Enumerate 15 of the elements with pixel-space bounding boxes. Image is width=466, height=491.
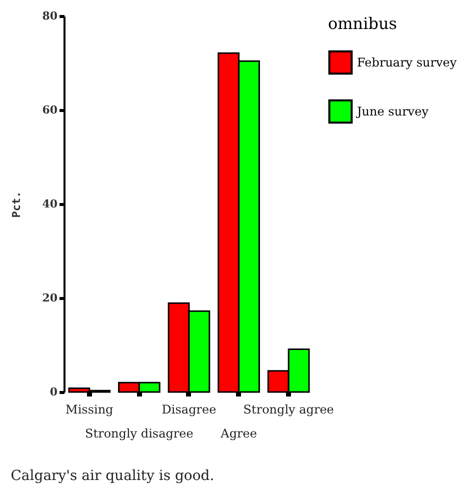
x-tick-label: Disagree bbox=[162, 402, 216, 416]
y-tick-label: 0 bbox=[50, 386, 58, 398]
legend-label: June survey bbox=[355, 104, 429, 118]
y-tick-label: 60 bbox=[42, 104, 58, 116]
y-axis-title: Pct. bbox=[10, 191, 24, 218]
legend-title: omnibus bbox=[328, 14, 397, 33]
y-tick-label: 40 bbox=[42, 198, 58, 210]
x-tick-label: Missing bbox=[66, 402, 114, 416]
x-tick-label: Strongly disagree bbox=[85, 426, 194, 440]
y-tick-label: 20 bbox=[42, 292, 58, 304]
x-tick-label: Strongly agree bbox=[243, 402, 334, 416]
text: Calgary's air quality is good. bbox=[10, 468, 214, 484]
legend-label: February survey bbox=[357, 56, 457, 70]
x-tick-label: Agree bbox=[220, 426, 257, 440]
y-tick-label: 80 bbox=[42, 10, 58, 22]
